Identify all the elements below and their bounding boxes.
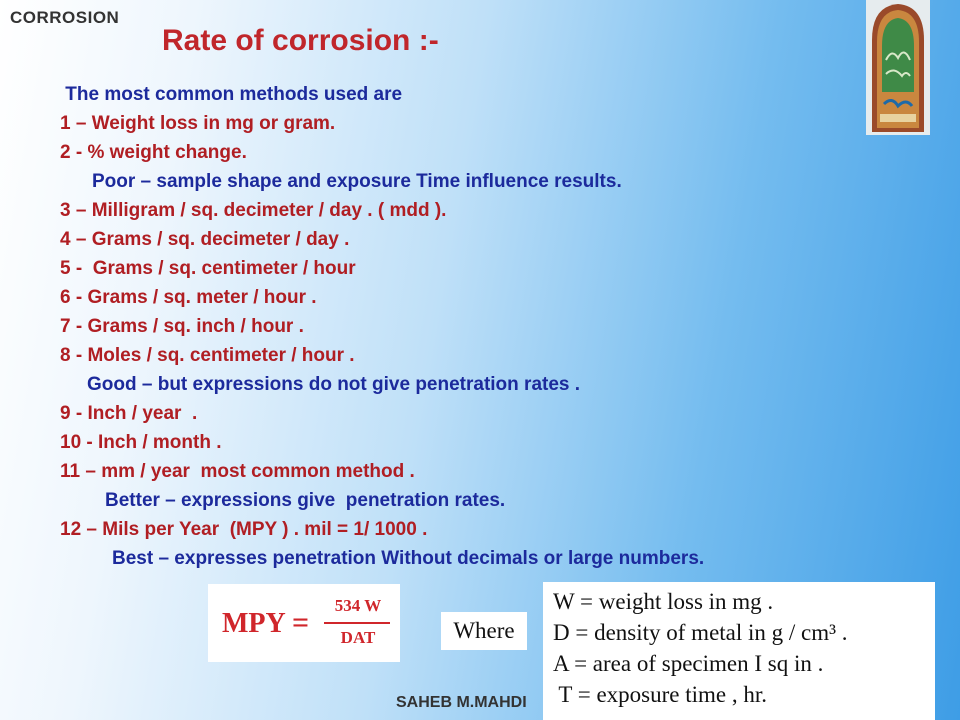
list-item: 11 – mm / year most common method . bbox=[60, 461, 415, 482]
definition-a: A = area of specimen I sq in . bbox=[553, 651, 824, 676]
list-item: Best – expresses penetration Without dec… bbox=[112, 548, 705, 569]
list-item: 1 – Weight loss in mg or gram. bbox=[60, 113, 336, 134]
list-item: 3 – Milligram / sq. decimeter / day . ( … bbox=[60, 200, 447, 221]
slide-title: Rate of corrosion :- bbox=[162, 24, 439, 57]
list-item: 10 - Inch / month . bbox=[60, 432, 222, 453]
methods-list: The most common methods used are 1 – Wei… bbox=[60, 80, 704, 573]
formula-numerator: 534 W bbox=[334, 596, 382, 615]
list-item: Good – but expressions do not give penet… bbox=[87, 374, 581, 395]
list-item: 7 - Grams / sq. inch / hour . bbox=[60, 316, 304, 337]
corner-label: CORROSION bbox=[10, 8, 120, 27]
list-item: The most common methods used are bbox=[60, 84, 403, 105]
list-item: 2 - % weight change. bbox=[60, 142, 247, 163]
list-item: 4 – Grams / sq. decimeter / day . bbox=[60, 229, 350, 250]
university-logo-icon bbox=[866, 0, 930, 135]
list-item: 12 – Mils per Year (MPY ) . mil = 1/ 100… bbox=[60, 519, 428, 540]
list-item: 6 - Grams / sq. meter / hour . bbox=[60, 287, 317, 308]
definition-d: D = density of metal in g / cm³ . bbox=[553, 620, 848, 645]
definition-w: W = weight loss in mg . bbox=[553, 589, 774, 614]
fraction-bar bbox=[324, 622, 390, 624]
list-item: 9 - Inch / year . bbox=[60, 403, 198, 424]
where-label: Where bbox=[441, 612, 527, 650]
formula-denominator: DAT bbox=[340, 628, 376, 647]
formula-equals: = bbox=[292, 606, 310, 639]
formula-lhs: MPY bbox=[222, 608, 286, 639]
list-item: 5 - Grams / sq. centimeter / hour bbox=[60, 258, 356, 279]
variable-definitions: W = weight loss in mg . D = density of m… bbox=[543, 582, 935, 720]
author-footer: SAHEB M.MAHDI bbox=[396, 694, 527, 711]
definition-t: T = exposure time , hr. bbox=[553, 682, 767, 707]
list-item: Better – expressions give penetration ra… bbox=[105, 490, 506, 511]
list-item: Poor – sample shape and exposure Time in… bbox=[92, 171, 622, 192]
list-item: 8 - Moles / sq. centimeter / hour . bbox=[60, 345, 355, 366]
mpy-formula: MPY = 534 W DAT bbox=[208, 584, 400, 662]
